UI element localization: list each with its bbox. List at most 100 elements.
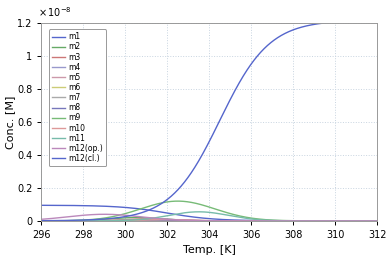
- m6: [202, 219, 207, 222]
- m8: [375, 219, 379, 222]
- m10: [39, 219, 44, 222]
- m5: [202, 219, 207, 222]
- m8: [202, 219, 207, 222]
- m10: [165, 218, 170, 221]
- m4: [154, 218, 159, 221]
- m10: [194, 219, 198, 222]
- m2: [202, 219, 207, 222]
- m2: [375, 219, 379, 222]
- m1: [365, 219, 370, 222]
- m7: [365, 219, 370, 222]
- m8: [365, 219, 370, 222]
- m12(cl.): [202, 149, 207, 152]
- m12(cl.): [193, 164, 198, 167]
- m3: [144, 217, 149, 221]
- m12(op.): [365, 219, 370, 222]
- m7: [304, 219, 309, 222]
- m2: [365, 219, 370, 222]
- m6: [375, 219, 379, 222]
- m9: [175, 200, 180, 203]
- m11: [365, 219, 370, 222]
- m12(op.): [39, 218, 44, 221]
- m4: [365, 219, 370, 222]
- m5: [194, 219, 198, 222]
- m12(op.): [304, 219, 309, 222]
- m3: [202, 219, 207, 222]
- m5: [365, 219, 370, 222]
- Line: m1: m1: [41, 205, 377, 221]
- m2: [56, 219, 61, 222]
- m4: [202, 219, 207, 222]
- m10: [202, 219, 207, 222]
- m4: [39, 219, 44, 222]
- Line: m5: m5: [41, 220, 377, 221]
- m3: [304, 219, 309, 222]
- m4: [304, 219, 309, 222]
- m12(cl.): [365, 19, 370, 22]
- m10: [365, 219, 370, 222]
- m10: [56, 219, 61, 222]
- m12(cl.): [375, 19, 379, 22]
- m12(op.): [375, 219, 379, 222]
- m5: [304, 219, 309, 222]
- Text: $\times\,10^{-8}$: $\times\,10^{-8}$: [38, 6, 72, 19]
- m3: [56, 219, 61, 222]
- m1: [56, 204, 61, 207]
- m1: [202, 217, 207, 220]
- m6: [144, 218, 149, 221]
- m11: [365, 219, 370, 222]
- m10: [365, 219, 370, 222]
- m7: [365, 219, 370, 222]
- m2: [39, 219, 44, 222]
- m10: [304, 219, 309, 222]
- m11: [304, 219, 309, 222]
- Line: m8: m8: [41, 220, 377, 221]
- m6: [194, 219, 198, 222]
- m11: [196, 210, 201, 213]
- m5: [39, 219, 44, 222]
- m11: [202, 210, 207, 213]
- m6: [304, 219, 309, 222]
- m9: [39, 219, 44, 222]
- m3: [365, 219, 370, 222]
- m12(cl.): [365, 19, 370, 22]
- m7: [133, 218, 138, 222]
- m12(cl.): [39, 219, 44, 222]
- m4: [365, 219, 370, 222]
- m11: [39, 219, 44, 222]
- m3: [194, 219, 198, 222]
- m4: [56, 219, 61, 222]
- m1: [39, 204, 44, 207]
- Line: m7: m7: [41, 220, 377, 221]
- m12(cl.): [56, 219, 61, 222]
- Line: m12(op.): m12(op.): [41, 214, 377, 221]
- Line: m9: m9: [41, 201, 377, 221]
- m6: [365, 219, 370, 222]
- m12(op.): [202, 219, 207, 222]
- m5: [365, 219, 370, 222]
- m6: [365, 219, 370, 222]
- m4: [375, 219, 379, 222]
- m2: [365, 219, 370, 222]
- Line: m12(cl.): m12(cl.): [41, 20, 377, 221]
- Y-axis label: Conc. [M]: Conc. [M]: [5, 96, 16, 149]
- m3: [375, 219, 379, 222]
- m1: [193, 216, 198, 219]
- m9: [365, 219, 370, 222]
- m12(op.): [102, 213, 107, 216]
- m12(cl.): [303, 25, 308, 28]
- m3: [39, 219, 44, 222]
- Line: m2: m2: [41, 218, 377, 221]
- m12(op.): [365, 219, 370, 222]
- m9: [304, 219, 309, 222]
- m6: [56, 219, 61, 222]
- Line: m6: m6: [41, 220, 377, 221]
- Line: m4: m4: [41, 219, 377, 221]
- m11: [56, 219, 61, 222]
- m8: [56, 219, 61, 222]
- m12(op.): [194, 219, 198, 222]
- Line: m3: m3: [41, 219, 377, 221]
- m8: [154, 218, 159, 221]
- m8: [194, 219, 198, 222]
- Line: m10: m10: [41, 220, 377, 221]
